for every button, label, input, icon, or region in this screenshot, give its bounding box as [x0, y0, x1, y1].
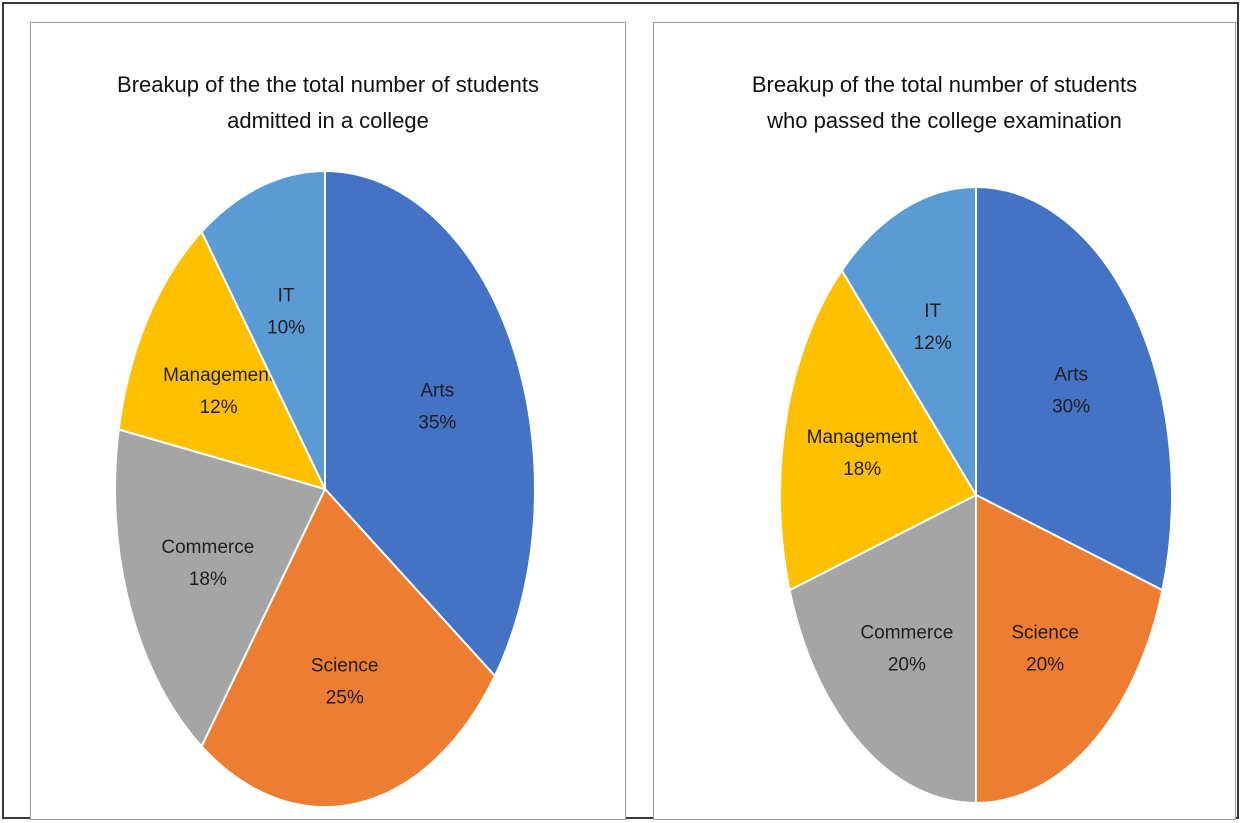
pie-slice-arts	[975, 185, 1173, 592]
slice-value-label: 25%	[326, 687, 364, 708]
pie-chart-passed: Arts 30% Science 20% Commerce 20% Management 18…	[779, 185, 1173, 805]
chart-title-line-1: Breakup of the the total number of stude…	[117, 72, 539, 97]
slice-value-label: 18%	[189, 569, 227, 590]
slice-category-label: Arts	[1054, 364, 1088, 385]
slice-value-label: 30%	[1052, 396, 1090, 417]
slice-value-label: 18%	[843, 459, 881, 480]
pie-slice-science	[975, 493, 1164, 805]
slice-category-label: IT	[924, 301, 941, 322]
chart-title-line-2: who passed the college examination	[767, 108, 1122, 133]
slice-category-label: Commerce	[860, 623, 953, 644]
pie-slice-arts	[324, 169, 536, 678]
slice-value-label: 20%	[1026, 655, 1064, 676]
slice-category-label: Science	[1011, 623, 1079, 644]
pie-slice-management	[117, 229, 327, 491]
pie-slice-commerce	[788, 493, 977, 805]
slice-value-label: 35%	[418, 412, 456, 433]
pie-slice-commerce	[114, 428, 327, 749]
pie-slice-it	[200, 169, 326, 490]
chart-title-line-1: Breakup of the total number of students	[751, 72, 1138, 97]
slice-category-label: Science	[311, 655, 379, 676]
slice-category-label: Arts	[420, 380, 454, 401]
slice-category-label: Commerce	[161, 537, 254, 558]
chart-panel-admitted: Breakup of the the total number of stude…	[30, 22, 626, 820]
pie-chart-admitted: Arts 35% Science 25% Commerce 18% Management 12…	[114, 169, 536, 808]
slice-category-label: IT	[278, 286, 295, 307]
slice-category-label: Management	[163, 365, 275, 386]
slice-value-label: 10%	[267, 318, 305, 339]
slice-value-label: 20%	[888, 655, 926, 676]
pie-slice-it	[840, 185, 977, 499]
chart-panel-passed: Breakup of the total number of students …	[653, 22, 1236, 820]
slice-value-label: 12%	[914, 333, 952, 354]
chart-title-line-2: admitted in a college	[227, 108, 429, 133]
pie-slice-science	[200, 487, 497, 808]
slice-category-label: Management	[807, 427, 919, 448]
slice-value-label: 12%	[200, 397, 238, 418]
chart-title-passed: Breakup of the total number of students …	[654, 67, 1235, 139]
pie-slice-management	[779, 268, 978, 592]
chart-title-admitted: Breakup of the the total number of stude…	[31, 67, 625, 139]
